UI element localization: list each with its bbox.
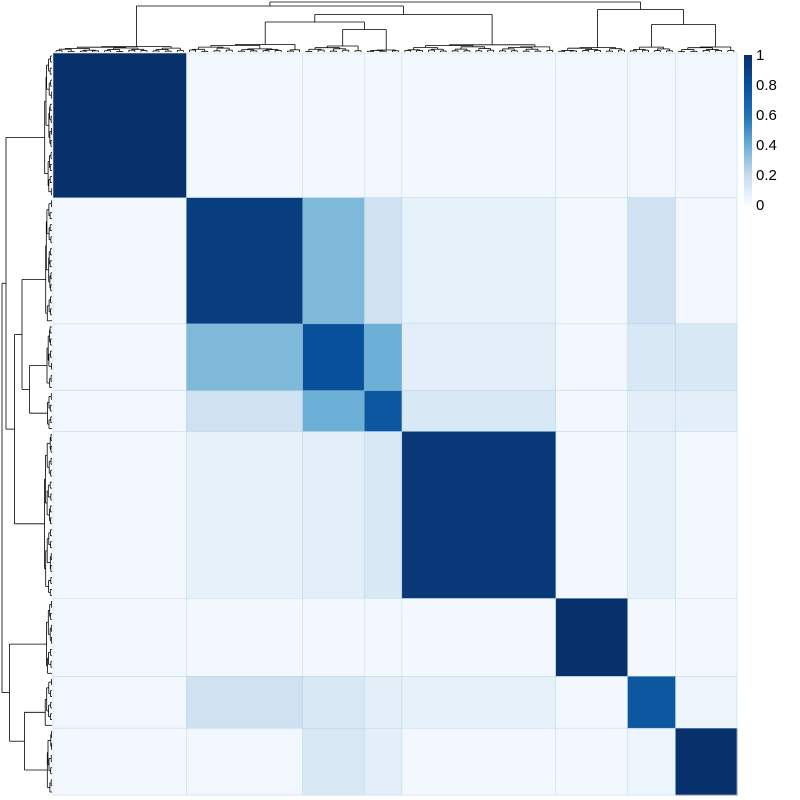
heatmap-cell-block xyxy=(555,728,629,796)
heatmap-cell-block xyxy=(555,390,629,432)
colorbar-tick-label: 0.2 xyxy=(756,167,777,184)
colorbar-legend: 0 0.2 0.4 0.6 0.8 1 xyxy=(744,47,777,214)
heatmap-cell-block xyxy=(675,197,738,325)
heatmap-cell-block xyxy=(627,53,676,199)
heatmap-cell-block xyxy=(302,390,365,432)
heatmap-cell-block xyxy=(401,598,557,677)
heatmap-cell-block xyxy=(401,197,557,325)
heatmap-cell-block xyxy=(364,676,403,729)
heatmap-cell-block xyxy=(555,598,629,677)
heatmap-cell-block xyxy=(555,431,629,599)
heatmap-cell-block xyxy=(401,323,557,392)
heatmap-cell-block xyxy=(675,431,738,599)
heatmap-cell-block xyxy=(555,323,629,392)
heatmap-cell-block xyxy=(302,197,365,325)
column-dendrogram xyxy=(55,1,735,52)
heatmap-cell-block xyxy=(53,53,187,199)
heatmap-cell-block xyxy=(401,431,557,599)
heatmap-cell-block xyxy=(675,323,738,392)
heatmap-cell-block xyxy=(401,390,557,432)
heatmap-cell-block xyxy=(302,323,365,392)
heatmap-cell-block xyxy=(675,676,738,729)
heatmap-cell-block xyxy=(186,598,304,677)
colorbar-tick-label: 0.4 xyxy=(756,137,777,154)
heatmap-cell-block xyxy=(364,598,403,677)
heatmap-cell-block xyxy=(186,53,304,199)
heatmap-cell-block xyxy=(627,323,676,392)
heatmap-cell-block xyxy=(53,323,187,392)
heatmap-cell-block xyxy=(302,676,365,729)
heatmap-cell-block xyxy=(364,431,403,599)
heatmap-cell-block xyxy=(364,323,403,392)
heatmap-cell-block xyxy=(555,197,629,325)
heatmap-cell-block xyxy=(186,323,304,392)
heatmap-cell-block xyxy=(186,728,304,796)
colorbar-tick-label: 1 xyxy=(756,47,764,64)
heatmap-cell-block xyxy=(53,728,187,796)
heatmap-cell-block xyxy=(53,431,187,599)
heatmap-cell-block xyxy=(627,728,676,796)
heatmap-cell-block xyxy=(364,390,403,432)
heatmap-cell-block xyxy=(186,676,304,729)
heatmap-cell-block xyxy=(627,431,676,599)
heatmap-cell-block xyxy=(401,728,557,796)
heatmap-cell-block xyxy=(364,728,403,796)
heatmap-cell-block xyxy=(302,431,365,599)
colorbar-gradient xyxy=(744,55,752,205)
heatmap-cell-block xyxy=(53,676,187,729)
heatmap-cell-block xyxy=(186,197,304,325)
heatmap-cell-block xyxy=(675,598,738,677)
heatmap-cell-block xyxy=(53,197,187,325)
heatmap-matrix xyxy=(53,53,738,796)
heatmap-cell-block xyxy=(302,53,365,199)
colorbar-tick-label: 0.6 xyxy=(756,107,777,124)
heatmap-cell-block xyxy=(186,431,304,599)
heatmap-cell-block xyxy=(627,390,676,432)
heatmap-cell-block xyxy=(401,676,557,729)
heatmap-cell-block xyxy=(555,676,629,729)
heatmap-cell-block xyxy=(555,53,629,199)
heatmap-cell-block xyxy=(627,598,676,677)
colorbar-tick-label: 0.8 xyxy=(756,77,777,94)
heatmap-cell-block xyxy=(675,53,738,199)
heatmap-border xyxy=(52,52,738,796)
heatmap-cell-block xyxy=(675,390,738,432)
row-dendrogram xyxy=(1,55,52,793)
colorbar-tick-label: 0 xyxy=(756,197,764,214)
heatmap-cell-block xyxy=(401,53,557,199)
heatmap-cell-block xyxy=(364,53,403,199)
heatmap-cell-block xyxy=(302,728,365,796)
heatmap-cell-block xyxy=(53,390,187,432)
heatmap-cell-block xyxy=(186,390,304,432)
heatmap-cell-block xyxy=(627,676,676,729)
heatmap-cell-block xyxy=(364,197,403,325)
heatmap-cell-block xyxy=(302,598,365,677)
heatmap-cell-block xyxy=(53,598,187,677)
heatmap-cell-block xyxy=(627,197,676,325)
heatmap-cell-block xyxy=(675,728,738,796)
